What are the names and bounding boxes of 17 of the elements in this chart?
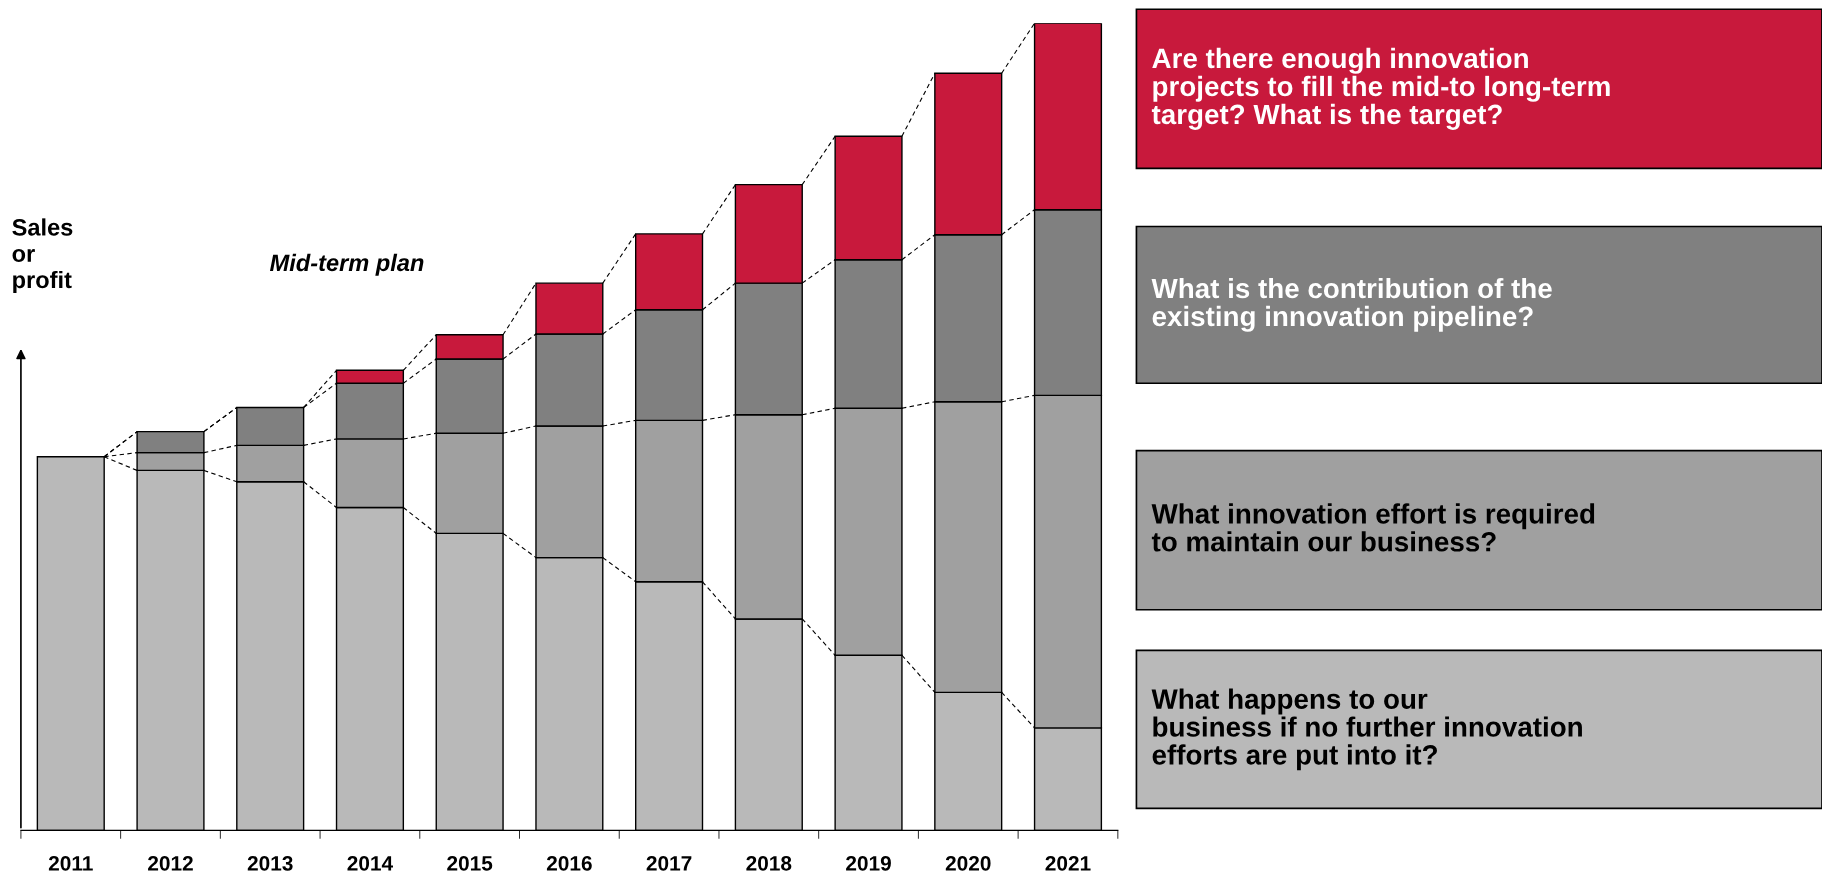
text: What happens to our business if no further innovation efforts are put into it?: [1151, 688, 1582, 771]
x-tick-label: 2012: [148, 855, 193, 871]
x-tick-label: 2016: [546, 855, 592, 871]
x-tick-label: 2021: [1045, 855, 1091, 871]
x-tick-label: 2019: [846, 855, 891, 871]
x-tick-label: 2020: [945, 855, 991, 871]
text: What innovation effort is required to maintain our business?: [1151, 503, 1595, 552]
x-tick-label: 2015: [447, 855, 493, 871]
x-tick-label: 2011: [48, 855, 93, 871]
text: Are there enough innovation projects to fill the mid-to long-term target? What is the target?: [1151, 47, 1610, 130]
text: What is the contribution of the existing innovation pipeline?: [1151, 277, 1552, 332]
x-tick-label: 2013: [247, 855, 293, 871]
annotation: Mid-term plan: [270, 253, 424, 276]
x-tick-label: 2014: [347, 855, 393, 871]
x-tick-label: 2018: [746, 855, 792, 871]
x-tick-label: 2017: [646, 855, 692, 871]
y-axis-title: Sales or profit: [12, 218, 73, 293]
